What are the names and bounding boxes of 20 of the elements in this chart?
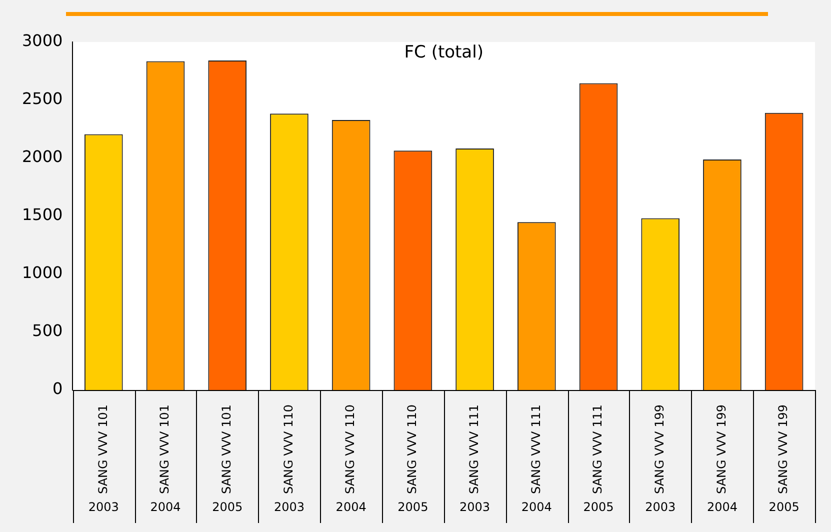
y-tick-label: 2000: [22, 147, 63, 166]
x-tick-label: SANG VVV 101 2004: [150, 404, 181, 514]
y-tick-label: 1000: [22, 263, 63, 282]
x-tick-label: SANG VVV 110 2005: [398, 404, 428, 514]
y-tick-label: 500: [32, 321, 63, 340]
x-tick-label: SANG VVV 110 2004: [336, 404, 366, 514]
x-tick-label: SANG VVV 199 2004: [706, 404, 738, 514]
x-tick-label: SANG VVV 110 2003: [274, 404, 304, 514]
x-tick-label: SANG VVV 111 2004: [521, 404, 552, 514]
y-tick-label: 0: [52, 379, 63, 398]
x-tick-label: SANG VVV 101 2005: [212, 404, 243, 514]
x-tick-label: SANG VVV 101 2003: [88, 404, 119, 514]
y-tick-label: 1500: [22, 205, 63, 224]
x-tick-label: SANG VVV 199 2005: [768, 404, 800, 514]
y-tick-label: 2500: [22, 89, 63, 108]
x-tick-label: SANG VVV 111 2003: [460, 404, 490, 514]
chart-title: FC (total): [404, 42, 484, 62]
y-tick-label: 3000: [22, 31, 63, 50]
x-tick-label: SANG VVV 199 2003: [645, 404, 676, 514]
x-tick-label: SANG VVV 111 2005: [583, 404, 614, 514]
